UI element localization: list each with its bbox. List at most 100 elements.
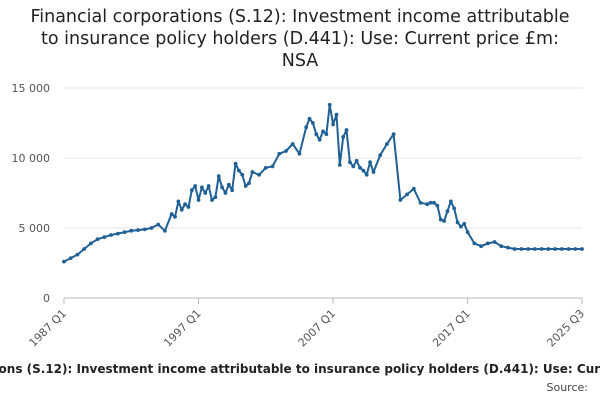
data-point[interactable] — [462, 221, 467, 226]
data-point[interactable] — [226, 182, 231, 187]
data-point[interactable] — [257, 172, 261, 177]
data-point[interactable] — [425, 202, 430, 207]
data-point[interactable] — [183, 202, 187, 207]
data-point[interactable] — [240, 172, 245, 177]
data-point[interactable] — [331, 122, 335, 127]
data-point[interactable] — [472, 241, 477, 246]
data-point[interactable] — [405, 192, 409, 197]
data-point[interactable] — [361, 168, 366, 173]
data-point[interactable] — [506, 245, 510, 250]
data-point[interactable] — [213, 195, 218, 200]
data-point[interactable] — [348, 160, 352, 165]
data-point[interactable] — [448, 199, 453, 204]
data-point[interactable] — [428, 200, 433, 205]
data-point[interactable] — [364, 172, 369, 177]
data-point[interactable] — [324, 132, 329, 137]
data-point[interactable] — [438, 217, 443, 222]
data-point[interactable] — [129, 228, 134, 233]
data-point[interactable] — [465, 230, 470, 235]
data-point[interactable] — [391, 132, 396, 137]
data-point[interactable] — [445, 209, 450, 214]
data-point[interactable] — [580, 247, 584, 251]
data-point[interactable] — [193, 184, 198, 188]
data-point[interactable] — [327, 102, 332, 107]
data-point[interactable] — [237, 168, 241, 173]
data-point[interactable] — [354, 158, 359, 163]
data-point[interactable] — [206, 184, 211, 188]
data-point[interactable] — [512, 247, 517, 251]
data-point[interactable] — [307, 116, 312, 121]
data-point[interactable] — [109, 233, 113, 237]
data-point[interactable] — [136, 228, 140, 233]
data-point[interactable] — [499, 244, 504, 249]
data-point[interactable] — [210, 198, 214, 202]
data-point[interactable] — [442, 219, 446, 223]
data-point[interactable] — [75, 252, 80, 257]
data-point[interactable] — [452, 206, 457, 211]
data-point[interactable] — [459, 224, 463, 229]
data-point[interactable] — [173, 214, 177, 219]
data-point[interactable] — [68, 256, 73, 260]
data-point[interactable] — [230, 188, 235, 193]
data-point[interactable] — [519, 247, 524, 251]
data-point[interactable] — [385, 142, 389, 146]
data-point[interactable] — [62, 259, 66, 264]
data-point[interactable] — [270, 164, 275, 169]
data-point[interactable] — [358, 165, 362, 170]
data-point[interactable] — [435, 203, 440, 208]
data-point[interactable] — [539, 247, 544, 251]
data-point[interactable] — [492, 240, 497, 244]
data-point[interactable] — [351, 164, 356, 169]
data-point[interactable] — [189, 188, 194, 193]
data-point[interactable] — [203, 191, 208, 195]
data-point[interactable] — [263, 165, 268, 170]
data-point[interactable] — [220, 185, 224, 190]
data-point[interactable] — [334, 112, 339, 117]
data-point[interactable] — [314, 132, 319, 137]
data-point[interactable] — [196, 198, 201, 202]
data-point[interactable] — [368, 160, 372, 165]
data-point[interactable] — [321, 129, 325, 134]
data-point[interactable] — [573, 247, 578, 251]
data-point[interactable] — [411, 186, 416, 191]
data-point[interactable] — [337, 163, 342, 167]
data-point[interactable] — [304, 125, 309, 130]
data-point[interactable] — [176, 199, 181, 204]
data-point[interactable] — [485, 241, 490, 246]
data-point[interactable] — [297, 151, 302, 156]
data-point[interactable] — [142, 227, 147, 232]
data-point[interactable] — [317, 137, 322, 142]
data-point[interactable] — [479, 244, 483, 249]
data-point[interactable] — [533, 247, 537, 251]
data-point[interactable] — [149, 226, 154, 230]
data-point[interactable] — [418, 200, 423, 205]
data-point[interactable] — [284, 149, 288, 153]
data-point[interactable] — [398, 198, 403, 202]
data-point[interactable] — [102, 235, 107, 240]
data-point[interactable] — [200, 185, 204, 190]
data-point[interactable] — [455, 220, 460, 225]
data-point[interactable] — [546, 247, 551, 251]
data-point[interactable] — [95, 237, 100, 242]
data-point[interactable] — [247, 181, 251, 186]
data-point[interactable] — [553, 247, 557, 251]
data-point[interactable] — [233, 161, 238, 166]
data-point[interactable] — [311, 121, 315, 125]
data-point[interactable] — [156, 222, 161, 227]
data-point[interactable] — [432, 200, 436, 205]
data-point[interactable] — [216, 174, 221, 179]
data-point[interactable] — [163, 228, 167, 233]
data-point[interactable] — [223, 191, 228, 195]
data-point[interactable] — [89, 241, 93, 246]
data-point[interactable] — [290, 142, 295, 146]
data-point[interactable] — [243, 184, 248, 188]
data-point[interactable] — [169, 212, 174, 216]
data-point[interactable] — [344, 128, 349, 132]
data-point[interactable] — [250, 170, 255, 174]
data-point[interactable] — [277, 151, 282, 156]
data-point[interactable] — [179, 207, 184, 212]
data-point[interactable] — [82, 247, 87, 251]
data-point[interactable] — [341, 135, 346, 139]
data-point[interactable] — [566, 247, 571, 251]
data-point[interactable] — [115, 231, 120, 236]
